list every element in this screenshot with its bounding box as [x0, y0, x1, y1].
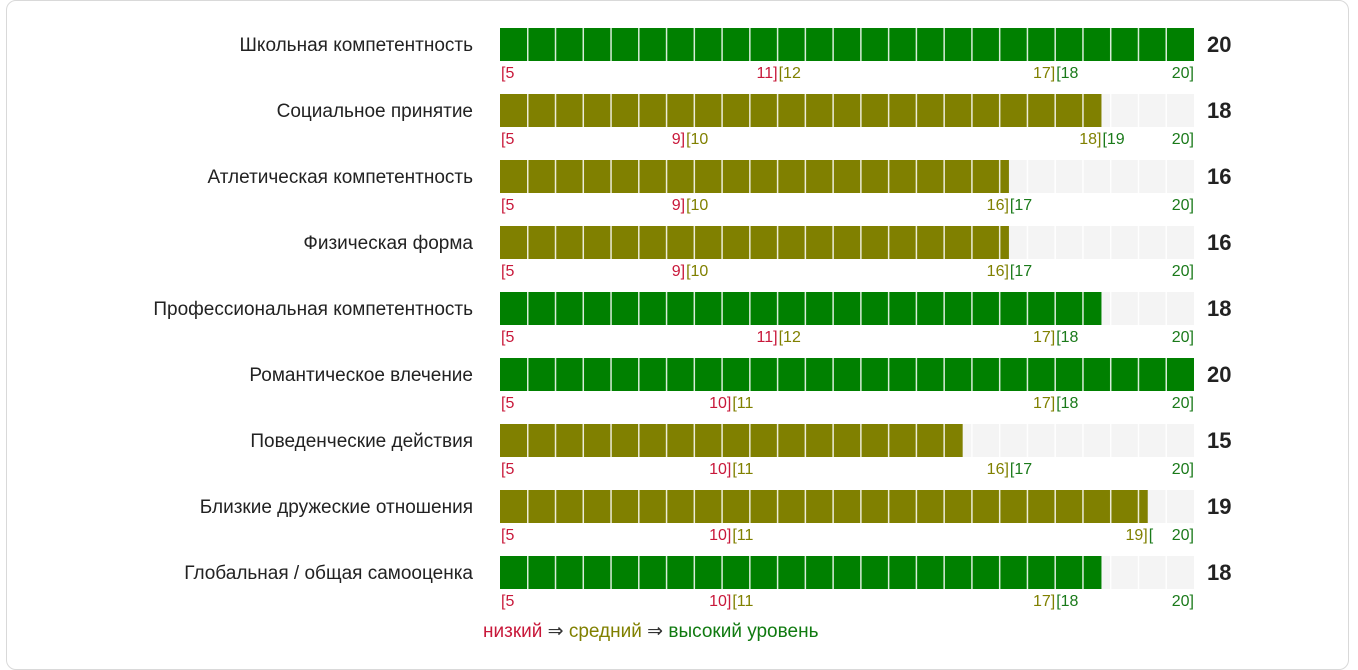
bar-fill	[500, 226, 1009, 259]
range-label-high: 20]	[1172, 65, 1194, 82]
range-label-low: [5	[501, 527, 514, 544]
range-label-high: 10]	[709, 395, 731, 412]
range-label-low: [5	[501, 461, 514, 478]
range-label-low: [11	[732, 527, 753, 544]
range-label-high: 20]	[1172, 263, 1194, 280]
row-value: 18	[1207, 296, 1231, 321]
range-label-low: [18	[1056, 593, 1078, 610]
range-label-low: [18	[1056, 65, 1078, 82]
range-label-low: [19	[1102, 131, 1124, 148]
range-label-high: 17]	[1033, 395, 1055, 412]
row-label: Романтическое влечение	[249, 365, 473, 386]
row-label: Социальное принятие	[277, 101, 473, 122]
range-label-low: [11	[732, 395, 753, 412]
range-label-high: 20]	[1172, 461, 1194, 478]
range-label-low: [5	[501, 65, 514, 82]
range-label-high: 17]	[1033, 329, 1055, 346]
legend-high: высокий уровень	[668, 621, 819, 642]
range-label-high: 19]	[1125, 527, 1147, 544]
range-label-high: 20]	[1172, 527, 1194, 544]
range-label-high: 16]	[987, 197, 1009, 214]
range-label-low: [11	[732, 593, 753, 610]
range-label-high: 18]	[1079, 131, 1101, 148]
range-label-high: 11]	[757, 65, 778, 82]
range-label-low: [18	[1056, 329, 1078, 346]
range-label-high: 16]	[987, 461, 1009, 478]
range-label-high: 17]	[1033, 65, 1055, 82]
row-value: 18	[1207, 98, 1231, 123]
row-value: 20	[1207, 32, 1231, 57]
row-value: 16	[1207, 230, 1231, 255]
range-label-low: [12	[779, 329, 801, 346]
legend-arrow: ⇒	[547, 621, 564, 642]
row-value: 20	[1207, 362, 1231, 387]
range-label-high: 20]	[1172, 593, 1194, 610]
range-label-high: 9]	[672, 263, 685, 280]
row-label: Поведенческие действия	[250, 431, 473, 452]
row-label: Глобальная / общая самооценка	[184, 563, 473, 584]
range-label-low: [	[1149, 527, 1154, 544]
row-label: Школьная компетентность	[240, 35, 474, 56]
range-label-high: 11]	[757, 329, 778, 346]
bar-fill	[500, 358, 1194, 391]
range-label-low: [5	[501, 131, 514, 148]
range-label-low: [12	[779, 65, 801, 82]
row-label: Близкие дружеские отношения	[200, 497, 473, 518]
range-label-high: 20]	[1172, 329, 1194, 346]
bar-fill	[500, 556, 1102, 589]
range-label-high: 10]	[709, 527, 731, 544]
bar-fill	[500, 160, 1009, 193]
range-label-high: 20]	[1172, 197, 1194, 214]
row-value: 15	[1207, 428, 1231, 453]
range-label-high: 17]	[1033, 593, 1055, 610]
range-label-high: 16]	[987, 263, 1009, 280]
range-label-low: [10	[686, 263, 708, 280]
bar-fill	[500, 490, 1148, 523]
legend-mid: средний	[568, 621, 642, 642]
row-value: 18	[1207, 560, 1231, 585]
range-label-low: [5	[501, 197, 514, 214]
row-label: Физическая форма	[303, 233, 473, 254]
range-label-low: [17	[1010, 197, 1032, 214]
range-label-low: [17	[1010, 263, 1032, 280]
range-label-low: [17	[1010, 461, 1032, 478]
range-label-low: [10	[686, 197, 708, 214]
row-value: 16	[1207, 164, 1231, 189]
range-label-high: 10]	[709, 593, 731, 610]
range-label-low: [10	[686, 131, 708, 148]
bar-fill	[500, 292, 1102, 325]
row-value: 19	[1207, 494, 1231, 519]
range-label-low: [5	[501, 395, 514, 412]
bar-fill	[500, 94, 1102, 127]
range-label-high: 9]	[672, 197, 685, 214]
bar-fill	[500, 424, 963, 457]
range-label-low: [18	[1056, 395, 1078, 412]
range-label-high: 20]	[1172, 131, 1194, 148]
range-label-low: [5	[501, 593, 514, 610]
range-label-low: [5	[501, 329, 514, 346]
range-label-high: 9]	[672, 131, 685, 148]
range-label-high: 10]	[709, 461, 731, 478]
range-label-low: [11	[732, 461, 753, 478]
legend-low: низкий	[483, 621, 543, 642]
range-label-low: [5	[501, 263, 514, 280]
row-label: Атлетическая компетентность	[208, 167, 474, 188]
range-label-high: 20]	[1172, 395, 1194, 412]
legend-arrow: ⇒	[647, 621, 664, 642]
bar-fill	[500, 28, 1194, 61]
row-label: Профессиональная компетентность	[153, 299, 473, 320]
